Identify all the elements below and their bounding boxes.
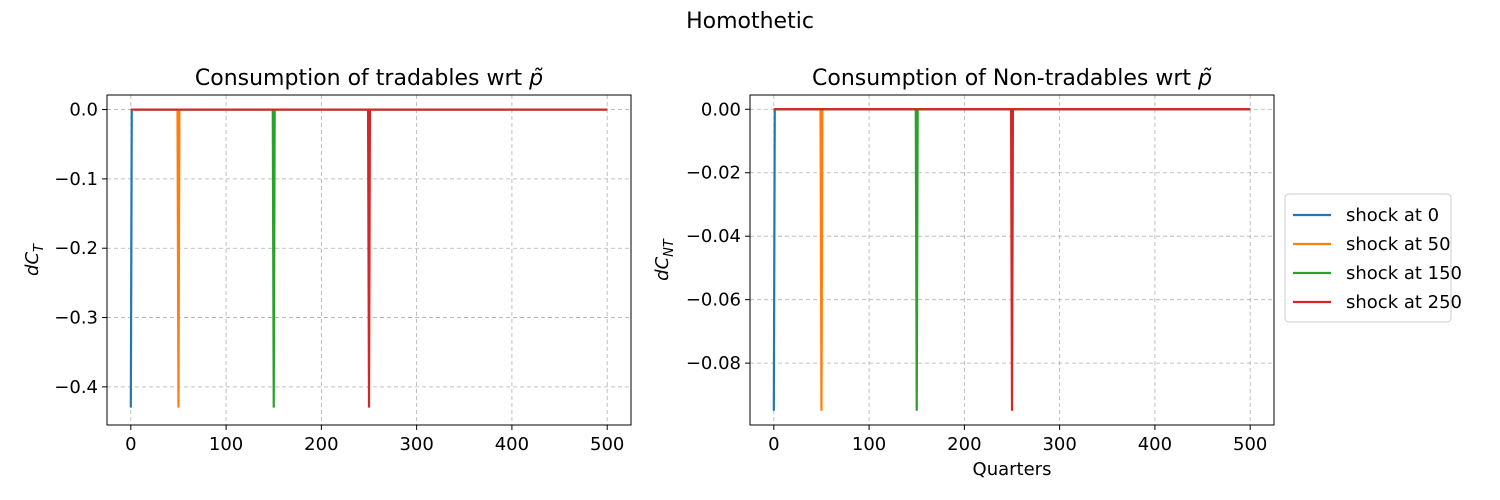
- x-tick-label: 100: [209, 434, 243, 455]
- y-tick-label: −0.1: [54, 169, 98, 190]
- x-tick-label: 300: [1042, 434, 1076, 455]
- x-tick-label: 200: [947, 434, 981, 455]
- x-tick-label: 300: [399, 434, 433, 455]
- y-tick-label: −0.2: [54, 238, 98, 259]
- x-tick-label: 200: [304, 434, 338, 455]
- figure-title: Homothetic: [686, 9, 814, 34]
- x-tick-label: 500: [590, 434, 624, 455]
- legend-label-3: shock at 150: [1346, 263, 1462, 284]
- plot-frame: [106, 94, 632, 426]
- x-axis-label: Quarters: [973, 459, 1052, 480]
- y-tick-label: −0.04: [686, 226, 741, 247]
- subplot-title: Consumption of tradables wrt p̃: [195, 66, 543, 91]
- legend-box: [1284, 193, 1452, 323]
- subplot-1: 0 100 200 300 400 500 0.0 −0.1 −0.2 −0.3 −0.4 Consu…: [22, 66, 632, 455]
- y-axis-label: dCNT: [652, 238, 677, 281]
- y-tick-label: −0.06: [686, 290, 741, 311]
- y-tick-label: −0.08: [686, 353, 741, 374]
- y-tick-label: 0.0: [69, 100, 98, 121]
- x-tick-label: 400: [495, 434, 529, 455]
- y-tick-label: −0.4: [54, 377, 98, 398]
- series-line-4: [130, 108, 608, 408]
- legend-label-2: shock at 50: [1346, 234, 1451, 255]
- y-axis-label: dCT: [22, 243, 47, 276]
- x-tick-label: 400: [1138, 434, 1172, 455]
- plot-frame: [749, 94, 1275, 426]
- subplot-title: Consumption of Non-tradables wrt p̃: [812, 66, 1212, 91]
- legend: shock at 0 shock at 50 shock at 150 shock a…: [1284, 193, 1462, 323]
- legend-label-4: shock at 250: [1346, 292, 1462, 313]
- x-tick-label: 0: [768, 434, 779, 455]
- y-tick-label: 0.00: [701, 99, 741, 120]
- plots-container: 0 100 200 300 400 500 0.0 −0.1 −0.2 −0.3 −0.4 Consu…: [22, 66, 1462, 480]
- legend-label-1: shock at 0: [1346, 205, 1439, 226]
- x-tick-label: 100: [852, 434, 886, 455]
- subplot-2: 0 100 200 300 400 500 0.00 −0.02 −0.04 −0.06 −0.08…: [652, 66, 1462, 480]
- series-line-4: [773, 108, 1251, 411]
- y-tick-label: −0.02: [686, 163, 741, 184]
- y-tick-label: −0.3: [54, 308, 98, 329]
- x-tick-label: 0: [125, 434, 136, 455]
- x-tick-label: 500: [1233, 434, 1267, 455]
